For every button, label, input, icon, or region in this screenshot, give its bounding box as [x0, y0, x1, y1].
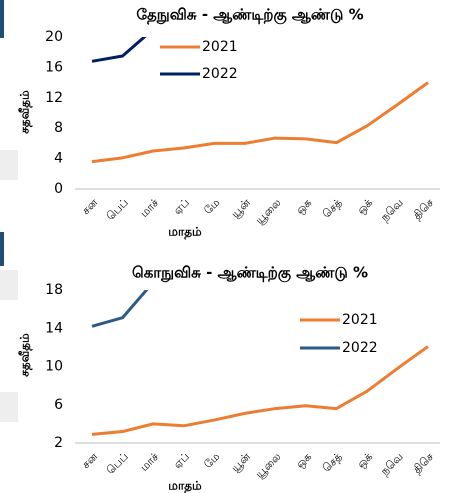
x-tick-label: யூன் — [229, 196, 254, 221]
x-tick-label: சன — [79, 196, 100, 217]
legend-label: 2022 — [202, 66, 238, 82]
x-tick-label: நவெ — [378, 450, 406, 478]
x-tick-label: சன — [79, 450, 100, 471]
x-tick-label: செத் — [320, 450, 345, 475]
x-tick-label: பெப் — [104, 196, 131, 223]
legend-label: 2022 — [342, 340, 378, 356]
series-line — [91, 81, 429, 164]
y-tick-label: 6 — [54, 397, 63, 413]
y-tick-label: 10 — [45, 359, 63, 375]
x-tick-label: மாச் — [138, 196, 162, 220]
chart-title: தேநுவிசு - ஆண்டிற்கு ஆண்டு % — [136, 6, 363, 25]
series-line — [91, 345, 429, 436]
y-axis-label: சதவீதம் — [18, 333, 33, 377]
side-bar — [0, 0, 4, 38]
series-line — [91, 37, 147, 63]
x-tick-label: திசெ — [410, 196, 436, 222]
y-tick-label: 4 — [54, 151, 63, 167]
y-tick-label: 16 — [45, 59, 63, 75]
y-tick-label: 2 — [54, 435, 63, 451]
x-tick-label: ஏப் — [171, 450, 192, 471]
x-tick-label: ஒக் — [354, 196, 375, 217]
x-tick-label: மாச் — [138, 450, 162, 474]
x-tick-label: ஒக — [293, 450, 314, 471]
side-box — [0, 270, 18, 300]
x-tick-label: திசெ — [410, 450, 436, 476]
x-axis-label: மாதம் — [168, 225, 202, 240]
y-axis-label: சதவீதம் — [18, 90, 33, 134]
x-tick-label: நவெ — [378, 196, 406, 224]
x-tick-label: பெப் — [104, 450, 131, 477]
side-bar — [0, 232, 4, 266]
y-tick-label: 18 — [45, 282, 63, 298]
x-tick-label: மே — [201, 450, 222, 471]
x-tick-label: ஒக — [293, 196, 314, 217]
chart-title: கொநுவிசு - ஆண்டிற்கு ஆண்டு % — [132, 264, 368, 283]
x-tick-label: யூலை — [253, 196, 284, 227]
x-tick-label: ஒக் — [354, 450, 375, 471]
x-axis-label: மாதம் — [168, 479, 202, 493]
y-tick-label: 0 — [54, 181, 63, 197]
y-tick-label: 14 — [45, 320, 63, 336]
x-tick-label: ஏப் — [171, 196, 192, 217]
x-tick-label: செத் — [320, 196, 345, 221]
y-tick-label: 12 — [45, 90, 63, 106]
x-tick-label: யூன் — [229, 450, 254, 475]
x-tick-label: மே — [201, 196, 222, 217]
series-line — [91, 290, 149, 328]
side-box — [0, 392, 18, 422]
x-tick-label: யூலை — [253, 450, 284, 481]
side-box — [0, 150, 18, 180]
y-tick-label: 20 — [45, 29, 63, 45]
legend-label: 2021 — [342, 312, 378, 328]
legend-label: 2021 — [202, 39, 238, 55]
y-tick-label: 8 — [54, 120, 63, 136]
